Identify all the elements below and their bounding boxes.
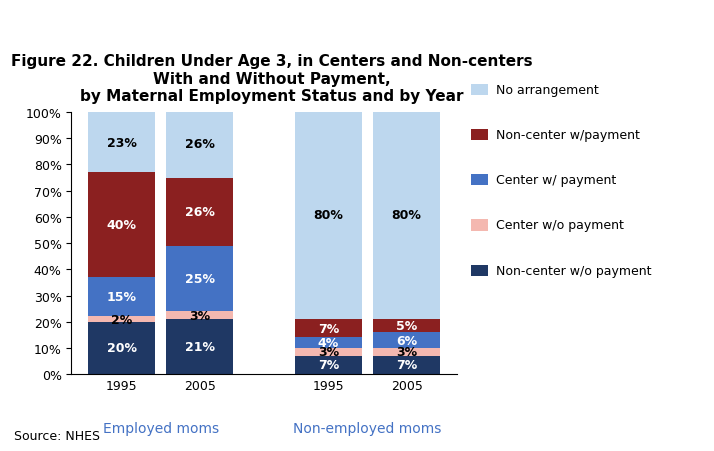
Text: 3%: 3% — [396, 345, 417, 359]
Text: 6%: 6% — [396, 334, 417, 347]
Bar — [373, 319, 441, 332]
Bar — [166, 246, 233, 312]
Text: 21%: 21% — [185, 341, 215, 353]
Bar — [166, 312, 233, 319]
Bar — [88, 113, 155, 173]
Text: 3%: 3% — [318, 345, 339, 359]
Bar — [373, 110, 441, 319]
Text: 80%: 80% — [313, 208, 343, 221]
Bar — [88, 322, 155, 374]
Text: Non-employed moms: Non-employed moms — [293, 421, 442, 435]
Text: Employed moms: Employed moms — [103, 421, 219, 435]
Text: 15%: 15% — [106, 291, 136, 304]
Bar — [88, 173, 155, 277]
Text: Center w/o payment: Center w/o payment — [496, 219, 624, 232]
Text: Source: NHES: Source: NHES — [14, 429, 100, 442]
Text: 20%: 20% — [106, 342, 136, 354]
Bar — [295, 356, 362, 374]
Bar — [373, 332, 441, 348]
Text: Figure 22. Children Under Age 3, in Centers and Non-centers
With and Without Pay: Figure 22. Children Under Age 3, in Cent… — [11, 54, 532, 104]
Text: 2%: 2% — [111, 313, 132, 326]
Text: 25%: 25% — [185, 272, 215, 285]
Text: 4%: 4% — [318, 336, 339, 350]
Bar — [88, 317, 155, 322]
Text: 23%: 23% — [107, 136, 136, 149]
Text: Non-center w/o payment: Non-center w/o payment — [496, 264, 652, 277]
Bar — [295, 338, 362, 348]
Bar — [166, 110, 233, 178]
Text: No arrangement: No arrangement — [496, 84, 599, 97]
Text: 40%: 40% — [106, 219, 136, 232]
Text: 7%: 7% — [318, 359, 339, 372]
Text: 7%: 7% — [396, 359, 417, 372]
Text: 5%: 5% — [396, 319, 417, 332]
Bar — [373, 356, 441, 374]
Text: Center w/ payment: Center w/ payment — [496, 174, 616, 187]
Bar — [373, 348, 441, 356]
Text: 7%: 7% — [318, 322, 339, 335]
Bar — [88, 277, 155, 317]
Bar — [295, 348, 362, 356]
Text: 26%: 26% — [185, 138, 215, 151]
Text: 3%: 3% — [189, 309, 211, 322]
Bar — [166, 178, 233, 246]
Bar — [295, 110, 362, 319]
Bar — [166, 319, 233, 374]
Text: 80%: 80% — [392, 208, 421, 221]
Bar — [295, 319, 362, 338]
Text: 26%: 26% — [185, 206, 215, 219]
Text: Non-center w/payment: Non-center w/payment — [496, 129, 640, 142]
